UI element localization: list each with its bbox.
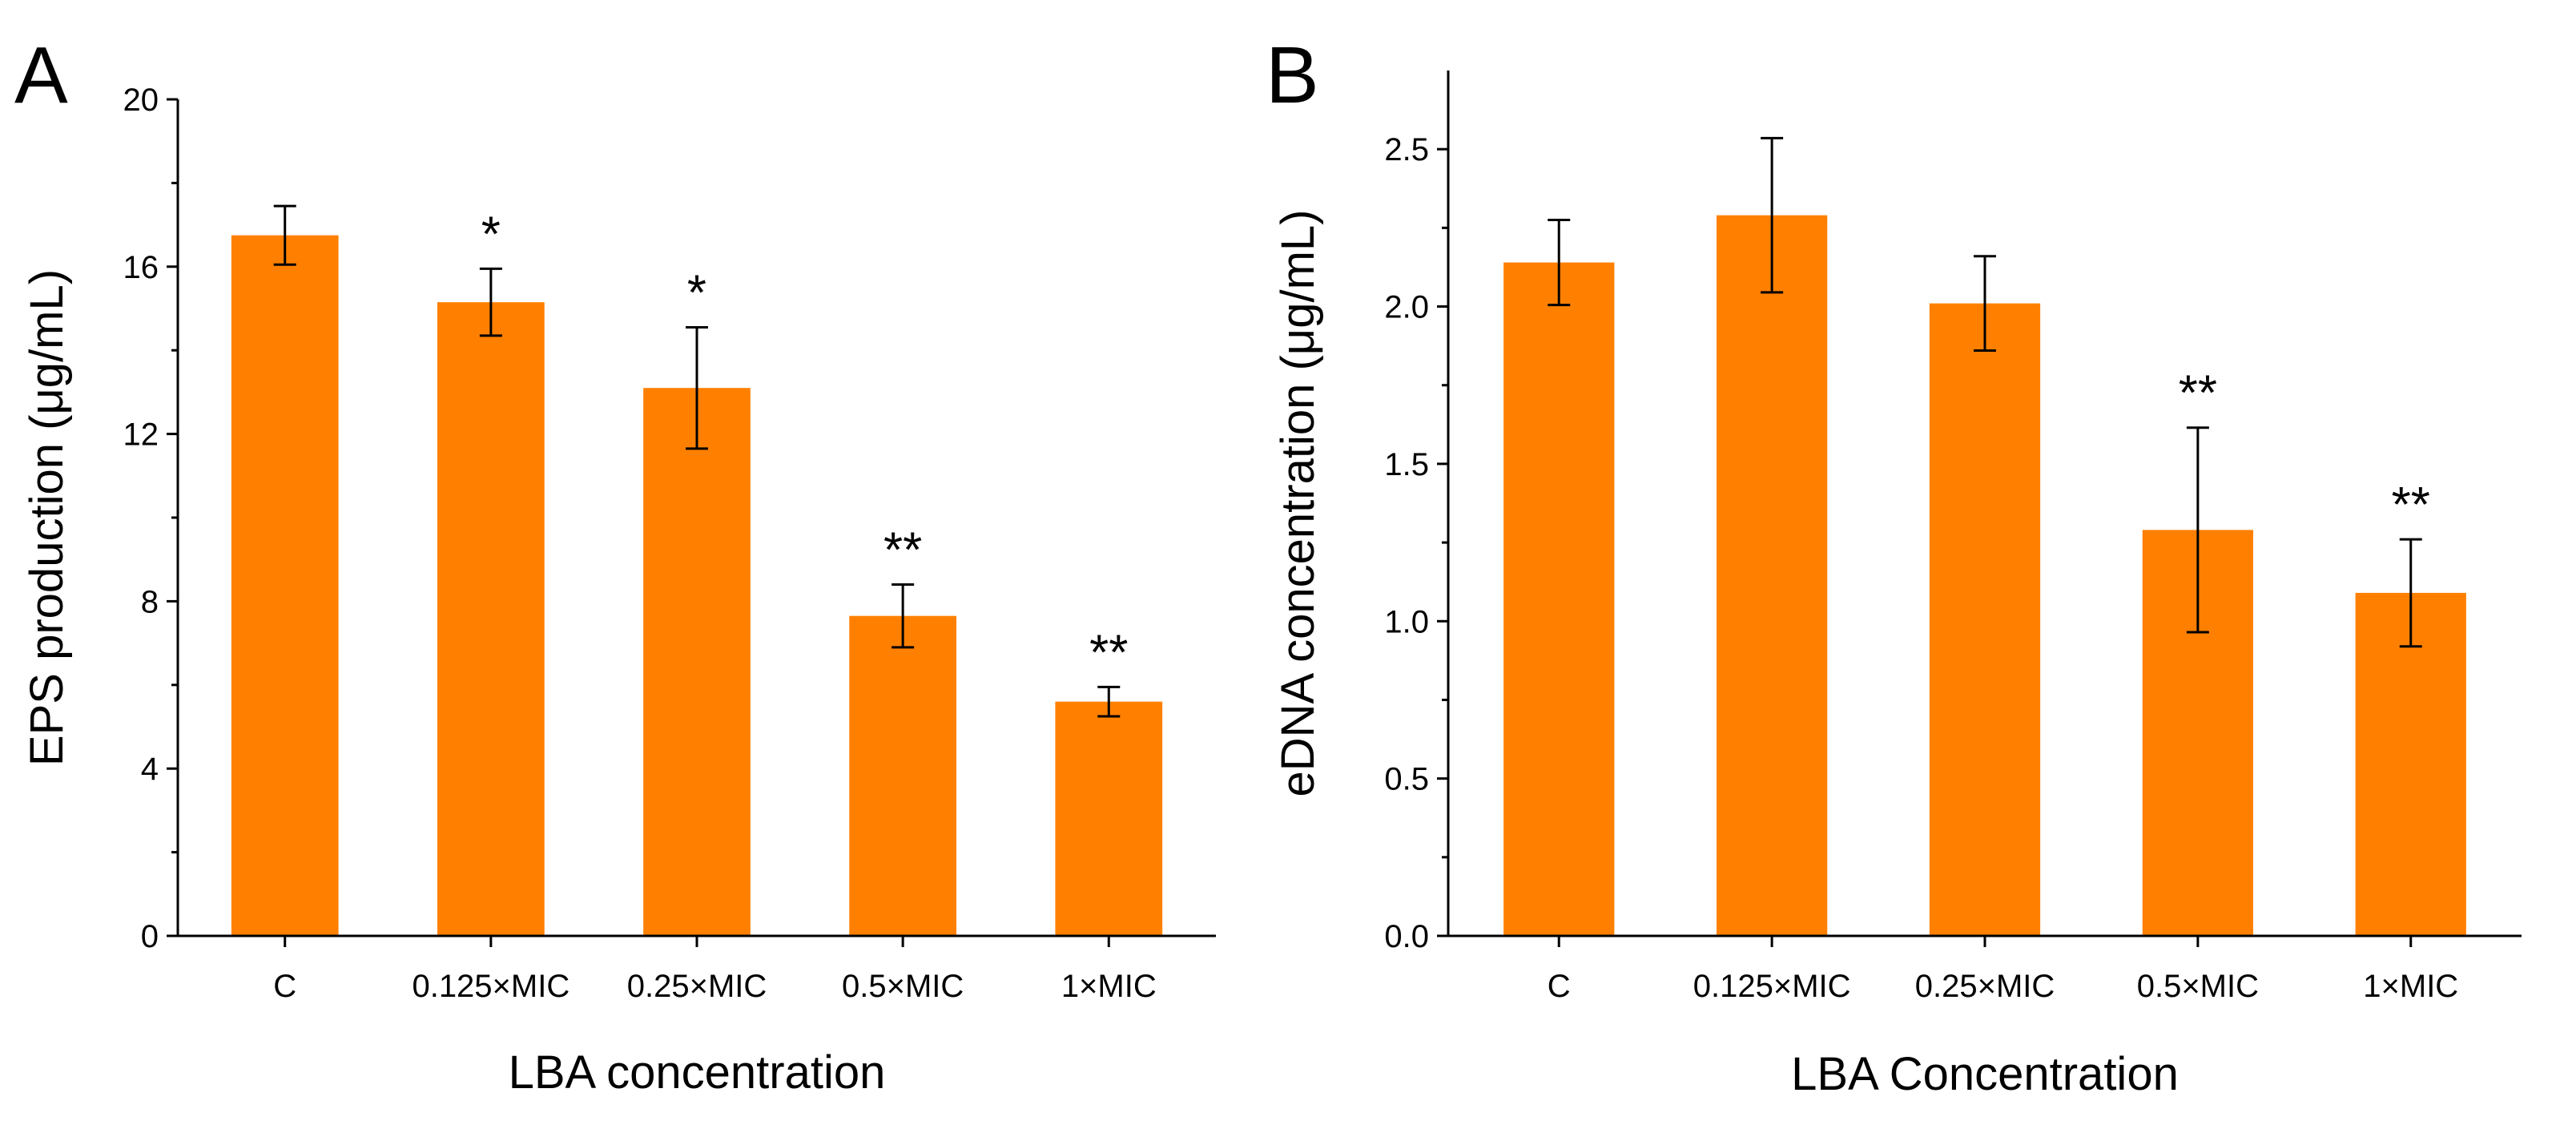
x-tick-label: 0.125×MIC xyxy=(1693,969,1851,1004)
error-bar-3 xyxy=(1974,255,1996,353)
y-tick-label: 12 xyxy=(123,417,159,453)
bar-5 xyxy=(1055,701,1163,936)
x-axis-title: LBA Concentration xyxy=(1791,1048,2179,1100)
y-axis-title: eDNA concentration (μg/mL) xyxy=(1272,210,1324,797)
error-bar-2 xyxy=(1761,136,1784,294)
x-tick-label: 0.5×MIC xyxy=(2137,969,2259,1004)
bar-3 xyxy=(643,388,751,936)
significance-mark-4: ** xyxy=(2179,366,2217,421)
y-tick-label: 2.0 xyxy=(1384,290,1429,325)
x-tick-label: 1×MIC xyxy=(2363,969,2458,1004)
y-axis-title: EPS production (μg/mL) xyxy=(21,269,73,766)
bar-5 xyxy=(2355,592,2466,936)
bar-2 xyxy=(1717,215,1828,936)
significance-mark-2: * xyxy=(481,207,501,262)
x-tick-label: 0.5×MIC xyxy=(842,969,964,1004)
error-bar-1 xyxy=(273,204,296,266)
bar-1 xyxy=(1503,262,1615,937)
y-tick-label: 0 xyxy=(141,919,159,954)
bar-4 xyxy=(849,615,956,936)
panel-b: ** ** 0.0 0.5 1.0 1.5 2.0 2.5 C 0.125×MIC 0.25×MIC… xyxy=(1266,30,2522,1100)
bar-1 xyxy=(231,235,339,936)
error-bar-3 xyxy=(686,325,708,450)
error-bar-4 xyxy=(2186,426,2209,634)
panel-letter: B xyxy=(1266,30,1319,120)
y-tick-label: 8 xyxy=(141,584,159,619)
bar-2 xyxy=(437,302,545,936)
x-tick-label: 0.125×MIC xyxy=(412,969,570,1004)
error-bar-4 xyxy=(892,583,915,649)
x-tick-label: 0.25×MIC xyxy=(627,969,767,1004)
panel-letter: A xyxy=(14,30,68,120)
error-bar-2 xyxy=(479,267,502,337)
significance-mark-4: ** xyxy=(883,523,922,579)
error-bar-5 xyxy=(2399,538,2422,648)
y-tick-label: 1.0 xyxy=(1384,604,1429,639)
x-tick-label: 0.25×MIC xyxy=(1915,969,2055,1004)
x-axis-title: LBA concentration xyxy=(509,1046,886,1099)
significance-mark-5: ** xyxy=(2392,478,2430,533)
y-tick-label: 0.5 xyxy=(1384,762,1429,797)
y-tick-label: 0.0 xyxy=(1384,919,1429,954)
error-bar-5 xyxy=(1097,685,1121,718)
error-bar-1 xyxy=(1548,219,1571,307)
x-tick-label: C xyxy=(1548,969,1571,1004)
y-tick-label: 4 xyxy=(141,752,159,787)
y-tick-label: 20 xyxy=(123,83,159,118)
bar-3 xyxy=(1929,303,2041,937)
x-tick-label: 1×MIC xyxy=(1061,969,1157,1004)
significance-mark-3: * xyxy=(687,265,706,321)
x-tick-label: C xyxy=(273,969,296,1004)
significance-mark-5: ** xyxy=(1089,625,1128,680)
y-tick-label: 2.5 xyxy=(1384,132,1429,167)
y-tick-label: 1.5 xyxy=(1384,447,1429,482)
y-tick-label: 16 xyxy=(123,250,159,285)
